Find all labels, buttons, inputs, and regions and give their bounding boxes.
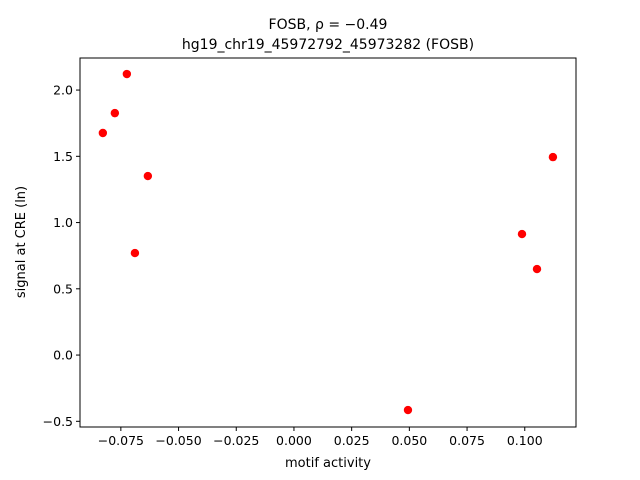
y-tick-label: 1.5 (53, 149, 73, 164)
x-tick-label: 0.000 (276, 433, 312, 448)
scatter-point (548, 152, 558, 162)
y-tick-label: 2.0 (53, 83, 73, 98)
x-tick-label: 0.025 (334, 433, 370, 448)
y-tick-label: −0.5 (43, 414, 73, 429)
x-tick-label: 0.075 (449, 433, 485, 448)
scatter-point (517, 229, 527, 239)
y-tick-label: 1.0 (53, 215, 73, 230)
scatter-point (110, 108, 120, 118)
scatter-point (130, 248, 140, 258)
x-tick-label: −0.050 (155, 433, 201, 448)
y-axis-label: signal at CRE (ln) (14, 186, 29, 298)
scatter-point (98, 128, 108, 138)
scatter-point (403, 405, 413, 415)
scatter-point (143, 171, 153, 181)
x-tick-label: 0.100 (507, 433, 543, 448)
plot-frame (79, 57, 577, 428)
chart-subtitle: hg19_chr19_45972792_45973282 (FOSB) (182, 37, 474, 53)
y-tick-label: 0.5 (53, 281, 73, 296)
scatter-point (122, 69, 132, 79)
y-tick-label: 0.0 (53, 348, 73, 363)
chart-title: FOSB, ρ = −0.49 (269, 17, 388, 33)
x-tick-label: −0.075 (98, 433, 144, 448)
x-tick-label: 0.050 (391, 433, 427, 448)
scatter-point (532, 264, 542, 274)
x-tick-label: −0.025 (213, 433, 259, 448)
x-axis-label: motif activity (285, 456, 371, 471)
